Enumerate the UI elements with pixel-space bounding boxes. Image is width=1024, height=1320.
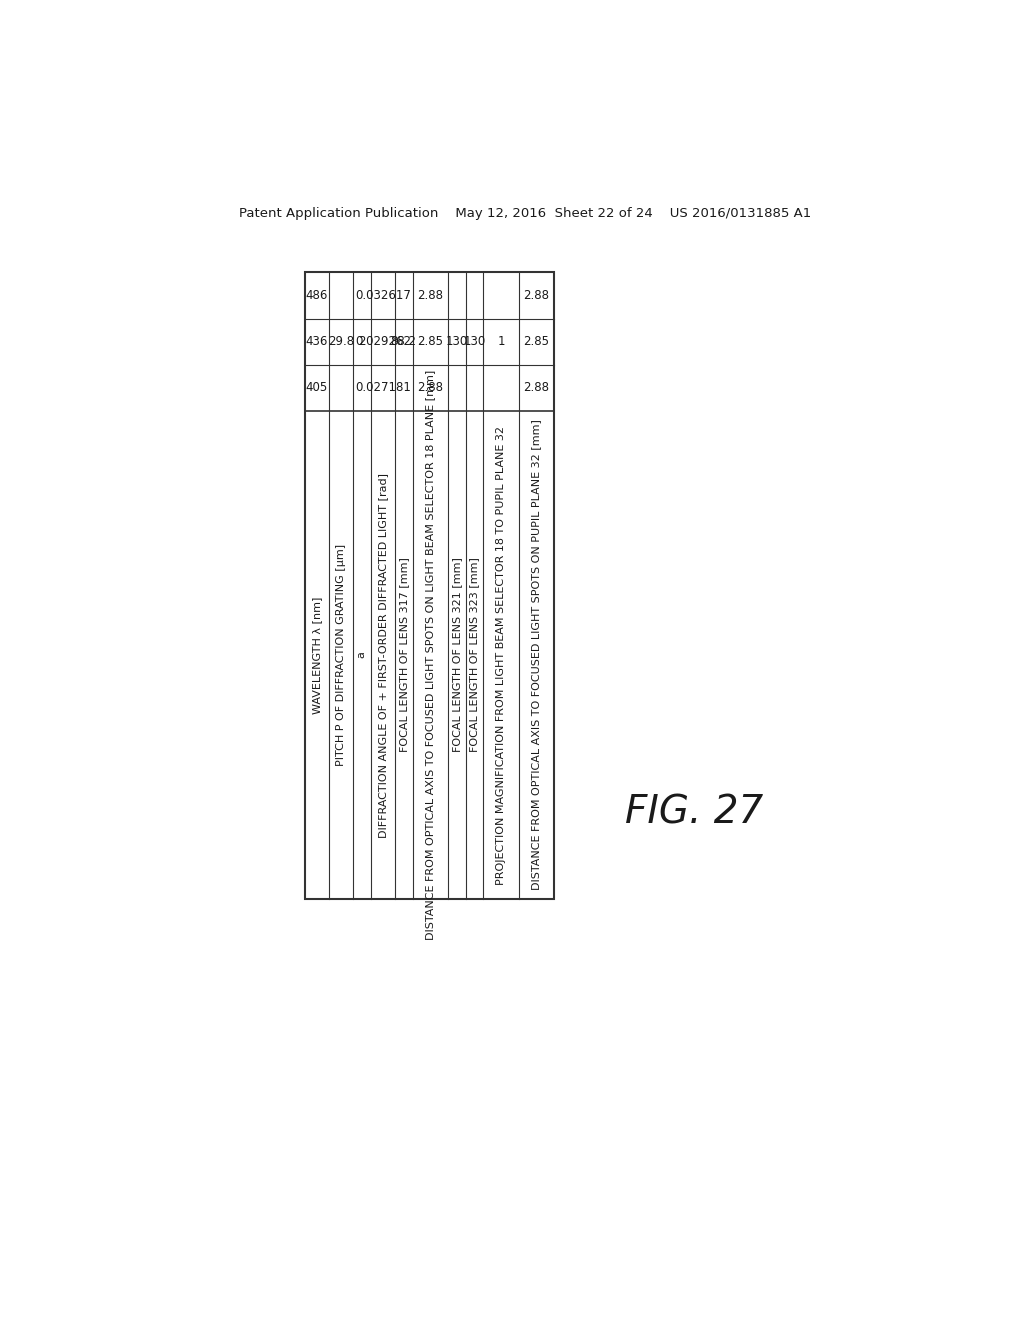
Text: FIG. 27: FIG. 27 — [625, 793, 763, 832]
Text: 2.88: 2.88 — [523, 289, 550, 302]
Text: 0.032617: 0.032617 — [355, 289, 411, 302]
Text: 0.029262: 0.029262 — [354, 335, 411, 348]
Text: 2.88: 2.88 — [418, 289, 443, 302]
Text: 405: 405 — [305, 381, 328, 395]
Text: PITCH P OF DIFFRACTION GRATING [μm]: PITCH P OF DIFFRACTION GRATING [μm] — [336, 544, 346, 766]
Text: FOCAL LENGTH OF LENS 321 [mm]: FOCAL LENGTH OF LENS 321 [mm] — [452, 557, 462, 752]
Text: FOCAL LENGTH OF LENS 323 [mm]: FOCAL LENGTH OF LENS 323 [mm] — [470, 557, 479, 752]
Text: 2.88: 2.88 — [418, 381, 443, 395]
Text: 130: 130 — [464, 335, 485, 348]
Text: 1: 1 — [498, 335, 505, 348]
Text: WAVELENGTH λ [nm]: WAVELENGTH λ [nm] — [311, 597, 322, 714]
Text: DISTANCE FROM OPTICAL AXIS TO FOCUSED LIGHT SPOTS ON PUPIL PLANE 32 [mm]: DISTANCE FROM OPTICAL AXIS TO FOCUSED LI… — [531, 420, 542, 891]
Text: 436: 436 — [305, 335, 328, 348]
Text: 486: 486 — [305, 289, 328, 302]
Text: a: a — [356, 652, 367, 659]
Text: 2.85: 2.85 — [418, 335, 443, 348]
Text: DIFFRACTION ANGLE OF + FIRST-ORDER DIFFRACTED LIGHT [rad]: DIFFRACTION ANGLE OF + FIRST-ORDER DIFFR… — [378, 473, 388, 838]
Text: 88.2: 88.2 — [391, 335, 417, 348]
Bar — [305, 272, 554, 899]
Text: DISTANCE FROM OPTICAL AXIS TO FOCUSED LIGHT SPOTS ON LIGHT BEAM SELECTOR 18 PLAN: DISTANCE FROM OPTICAL AXIS TO FOCUSED LI… — [425, 370, 435, 940]
Text: 29.8: 29.8 — [328, 335, 354, 348]
Text: 2.88: 2.88 — [523, 381, 550, 395]
Text: 2: 2 — [358, 335, 366, 348]
Text: 2.85: 2.85 — [523, 335, 550, 348]
Text: Patent Application Publication    May 12, 2016  Sheet 22 of 24    US 2016/013188: Patent Application Publication May 12, 2… — [239, 207, 811, 220]
Text: 130: 130 — [445, 335, 468, 348]
Text: FOCAL LENGTH OF LENS 317 [mm]: FOCAL LENGTH OF LENS 317 [mm] — [398, 557, 409, 752]
Text: 0.027181: 0.027181 — [355, 381, 411, 395]
Text: PROJECTION MAGNIFICATION FROM LIGHT BEAM SELECTOR 18 TO PUPIL PLANE 32: PROJECTION MAGNIFICATION FROM LIGHT BEAM… — [496, 425, 506, 884]
